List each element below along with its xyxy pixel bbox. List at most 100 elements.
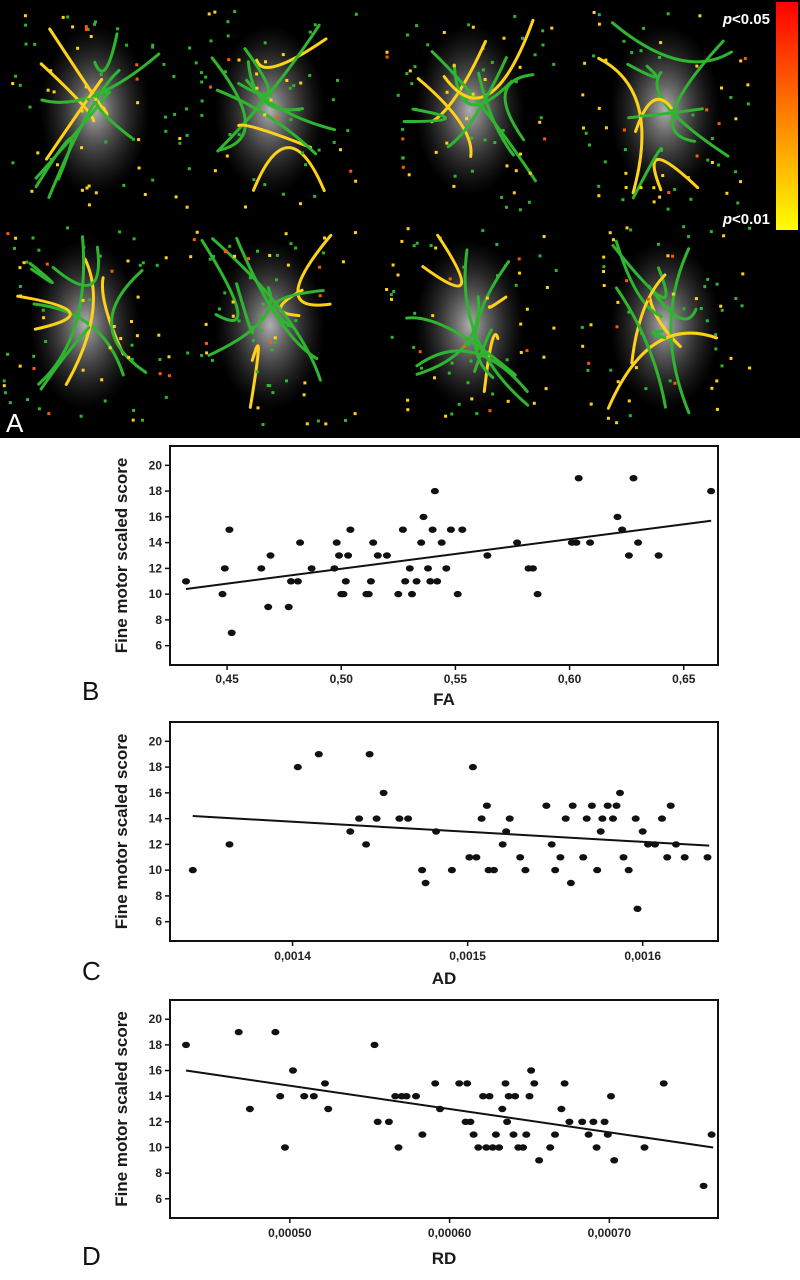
tract-voxel: [135, 77, 139, 81]
tract-voxel: [493, 141, 497, 144]
tract-voxel: [37, 248, 41, 252]
data-point: [412, 1093, 420, 1100]
tract-voxel: [31, 236, 35, 240]
tract-segment: [215, 88, 318, 156]
tract-voxel: [714, 347, 718, 351]
tract-voxel: [715, 407, 719, 411]
tract-voxel: [200, 113, 204, 117]
tract-voxel: [611, 238, 615, 242]
brain-slice-5: [2, 226, 171, 422]
tract-voxel: [339, 148, 342, 152]
data-point: [584, 1131, 593, 1138]
tract-segment: [503, 73, 535, 142]
tract-voxel: [317, 148, 321, 152]
tract-voxel: [514, 80, 518, 84]
data-point: [346, 526, 355, 533]
tract-voxel: [734, 170, 738, 174]
panel-letter-c: C: [82, 956, 101, 986]
data-point: [593, 866, 602, 874]
data-point: [276, 1093, 285, 1100]
tract-segment: [93, 32, 119, 73]
tract-voxel: [167, 355, 171, 359]
tract-voxel: [141, 418, 144, 422]
tract-voxel: [703, 285, 707, 289]
y-tick-label: 12: [149, 1115, 163, 1129]
data-point: [379, 789, 388, 797]
tract-segment: [416, 77, 473, 158]
tract-voxel: [118, 230, 122, 234]
tract-voxel: [251, 338, 255, 342]
tract-voxel: [501, 129, 505, 132]
data-point: [293, 578, 302, 585]
tract-voxel: [47, 412, 51, 416]
tract-voxel: [200, 353, 204, 357]
tract-segment: [415, 295, 481, 376]
tract-voxel: [734, 117, 738, 121]
data-point: [519, 1144, 528, 1151]
tract-voxel: [308, 30, 312, 34]
tract-voxel: [588, 143, 591, 147]
data-point: [384, 1118, 393, 1126]
tract-voxel: [462, 265, 466, 269]
tract-voxel: [223, 291, 227, 295]
tract-voxel: [151, 43, 155, 47]
y-axis-title: Fine motor scaled score: [112, 1011, 131, 1207]
tract-voxel: [412, 244, 416, 248]
y-tick-label: 6: [155, 1192, 162, 1206]
data-point: [619, 854, 628, 861]
tract-voxel: [532, 401, 536, 405]
tract-voxel: [49, 69, 53, 73]
tract-voxel: [406, 33, 409, 37]
tract-segment: [611, 244, 668, 300]
data-point: [521, 866, 530, 874]
tract-voxel: [433, 376, 436, 380]
data-point: [659, 1080, 668, 1087]
tract-segment: [237, 47, 271, 96]
tract-voxel: [353, 412, 357, 416]
tract-segment: [51, 245, 100, 287]
tract-voxel: [710, 386, 714, 390]
tract-voxel: [189, 255, 193, 259]
tract-voxel: [79, 414, 83, 418]
data-point: [551, 866, 560, 874]
tract-voxel: [223, 250, 227, 253]
tract-voxel: [108, 346, 112, 350]
tract-voxel: [488, 409, 492, 413]
tract-segment: [34, 92, 109, 180]
tract-voxel: [305, 422, 309, 426]
tract-voxel: [244, 205, 247, 209]
tract-voxel: [308, 74, 312, 77]
data-point: [314, 751, 323, 758]
y-axis-title: Fine motor scaled score: [112, 734, 131, 930]
tract-voxel: [467, 23, 471, 27]
tract-segment: [200, 238, 240, 322]
tract-voxel: [748, 366, 752, 370]
data-point: [284, 603, 293, 611]
tract-voxel: [500, 195, 504, 199]
white-matter: [610, 25, 720, 195]
data-point: [634, 539, 643, 546]
tract-voxel: [127, 355, 131, 359]
tract-voxel: [597, 22, 601, 26]
data-point: [513, 539, 522, 546]
tract-voxel: [452, 184, 456, 188]
tract-voxel: [589, 402, 593, 406]
data-point: [417, 539, 426, 546]
tract-segment: [237, 123, 313, 149]
white-matter: [610, 240, 720, 410]
tract-voxel: [450, 412, 454, 416]
tract-voxel: [630, 51, 634, 55]
tract-voxel: [155, 263, 159, 267]
tract-voxel: [740, 304, 744, 308]
tract-voxel: [720, 364, 724, 368]
data-point: [479, 1093, 488, 1100]
tract-voxel: [415, 24, 419, 28]
chart-panel-d: 6 8 10 12 14 16 18 20 0,00050 0,00060 0,00070 RD Fin…: [82, 999, 719, 1271]
tract-voxel: [349, 169, 353, 173]
tract-voxel: [52, 90, 56, 94]
tract-voxel: [450, 361, 454, 365]
tract-segment: [255, 37, 328, 69]
tract-voxel: [666, 254, 670, 258]
tract-voxel: [627, 310, 631, 314]
tract-voxel: [131, 418, 135, 422]
